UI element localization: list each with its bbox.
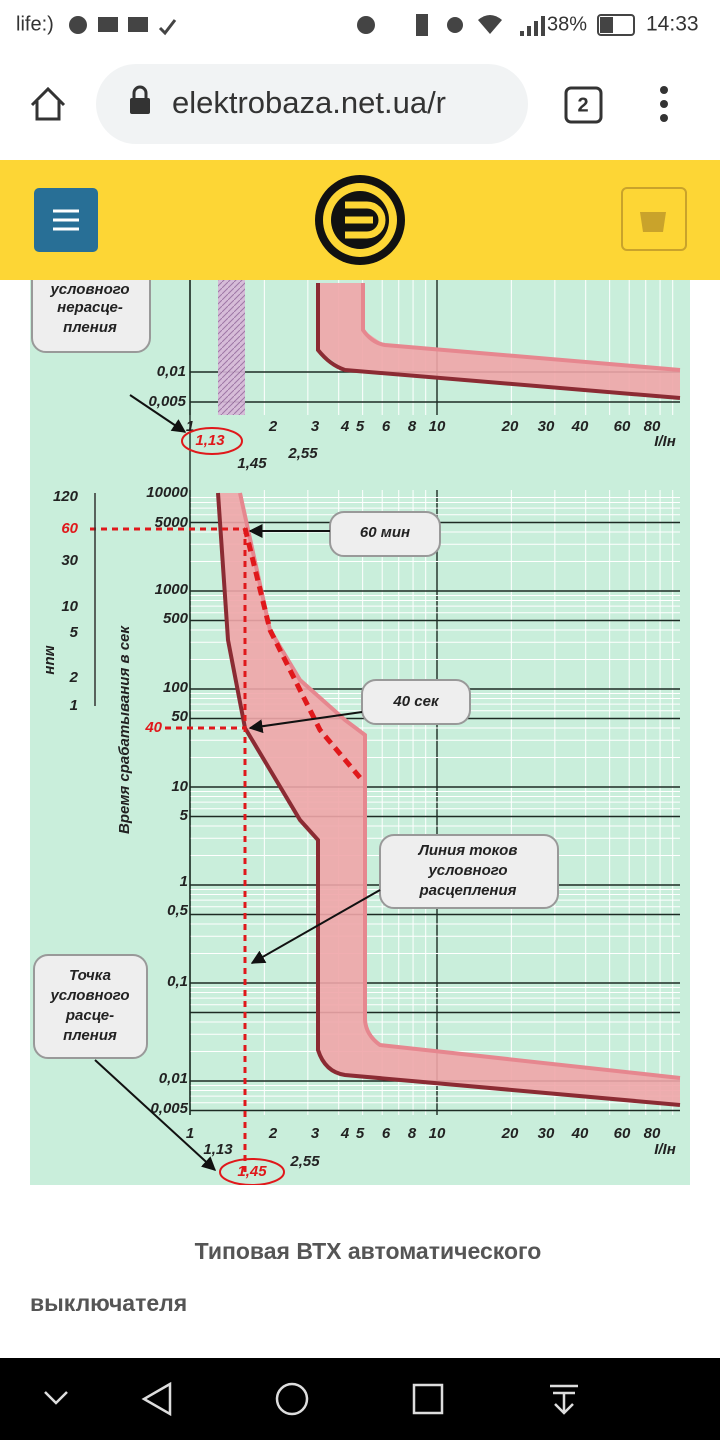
figure-label: 80 [644, 1125, 661, 1142]
figure-label: 5 [180, 807, 189, 824]
figure-label: 4 [340, 1125, 350, 1142]
figure-label: 1 [70, 697, 78, 714]
logo[interactable] [315, 175, 405, 265]
figure-label: 5 [356, 1125, 365, 1142]
figure-label: 120 [53, 488, 79, 505]
battery-level: 38% [547, 13, 587, 35]
figure-label: 30 [61, 552, 78, 569]
figure-label: 1,13 [195, 432, 225, 449]
figure-label: 1,45 [237, 455, 267, 472]
figure-label: 10 [171, 778, 188, 795]
figure-label: 10 [429, 1125, 446, 1142]
figure-label: 0,01 [157, 363, 186, 380]
figure-label: 0,1 [167, 973, 188, 990]
figure-label: 50 [171, 708, 188, 725]
address-bar[interactable] [96, 64, 528, 144]
figure-label: 6 [382, 418, 391, 435]
callout-text: Линия токов [418, 842, 518, 859]
home-nav[interactable] [275, 1382, 309, 1416]
figure-label: 0,005 [150, 1100, 188, 1117]
callout-text: расце- [65, 1007, 114, 1024]
figure-label: 1 [186, 1125, 194, 1142]
figure-label: 40 [571, 418, 589, 435]
figure-label: 60 [614, 418, 631, 435]
callout-text: условного [49, 281, 129, 298]
figure-label: 1 [180, 873, 188, 890]
recents-button[interactable] [412, 1383, 444, 1415]
figure-label: 2 [268, 418, 278, 435]
figure-label: 100 [163, 679, 189, 696]
figure-label: 1000 [155, 581, 189, 598]
callout-text: условного [49, 987, 129, 1004]
figure-label: 3 [311, 1125, 320, 1142]
figure-label: 3 [311, 418, 320, 435]
callout-text: пления [63, 1027, 117, 1044]
tabs-button[interactable] [564, 86, 603, 124]
callout-text: Точка [69, 967, 111, 984]
home-button[interactable] [30, 86, 66, 121]
callout-text: расцепления [418, 882, 516, 899]
figure-label: 1,45 [237, 1163, 267, 1180]
figure-label: 20 [501, 1125, 519, 1142]
figure-label: 10000 [146, 484, 188, 501]
cart-button[interactable] [621, 187, 687, 251]
figure-label: 5 [70, 624, 79, 641]
callout-text: условного [427, 862, 507, 879]
figure-label: 30 [538, 418, 555, 435]
figure-label: 10 [429, 418, 446, 435]
hide-keyboard[interactable] [44, 1391, 68, 1405]
figure-label: 1,13 [203, 1141, 233, 1158]
figure-label: I/Iн [654, 433, 676, 450]
figure-label: 40 [144, 719, 162, 736]
figure-label: 2,55 [289, 1153, 320, 1170]
figure-label: мин [42, 645, 59, 674]
figure-label: 5000 [155, 514, 189, 531]
figure-label: I/Iн [654, 1141, 676, 1158]
figure-label: 60 [61, 520, 78, 537]
url: elektrobaza.net.ua/r [172, 85, 446, 120]
figure-label: 2 [69, 669, 79, 686]
clock: 14:33 [646, 13, 699, 36]
figure-label: 1 [186, 418, 194, 435]
callout-text: нерасце- [57, 299, 123, 316]
figure-label: 0,005 [148, 393, 186, 410]
menu-button[interactable] [660, 86, 668, 122]
figure-label: 10 [61, 598, 78, 615]
figure-label: 30 [538, 1125, 555, 1142]
callout-text: 60 мин [360, 524, 410, 541]
back-button[interactable] [141, 1381, 172, 1417]
caption: Типовая ВТХ автоматического [195, 1238, 542, 1264]
figure-label: 6 [382, 1125, 391, 1142]
carrier: life:) [16, 13, 54, 35]
figure-label: 60 [614, 1125, 631, 1142]
figure-label: 80 [644, 418, 661, 435]
figure-label: 20 [501, 418, 519, 435]
notifications[interactable] [550, 1384, 578, 1415]
tab-count: 2 [577, 94, 588, 116]
figure-label: 0,01 [159, 1070, 188, 1087]
figure-label: 8 [408, 1125, 417, 1142]
figure: 11223344556688101020203030404060608080I/… [30, 280, 690, 1185]
status-icons [69, 14, 545, 36]
figure-label: Время срабатывания в сек [116, 625, 133, 834]
callout-text: 40 сек [392, 693, 440, 710]
figure-label: 2,55 [287, 445, 318, 462]
caption: выключателя [30, 1290, 187, 1316]
figure-label: 40 [571, 1125, 589, 1142]
figure-label: 0,5 [167, 902, 189, 919]
figure-label: 2 [268, 1125, 278, 1142]
figure-label: 4 [340, 418, 350, 435]
figure-label: 8 [408, 418, 417, 435]
callout-text: пления [63, 319, 117, 336]
figure-label: 5 [356, 418, 365, 435]
battery-icon [597, 14, 635, 36]
figure-label: 500 [163, 610, 189, 627]
nav-bar [0, 1358, 720, 1440]
